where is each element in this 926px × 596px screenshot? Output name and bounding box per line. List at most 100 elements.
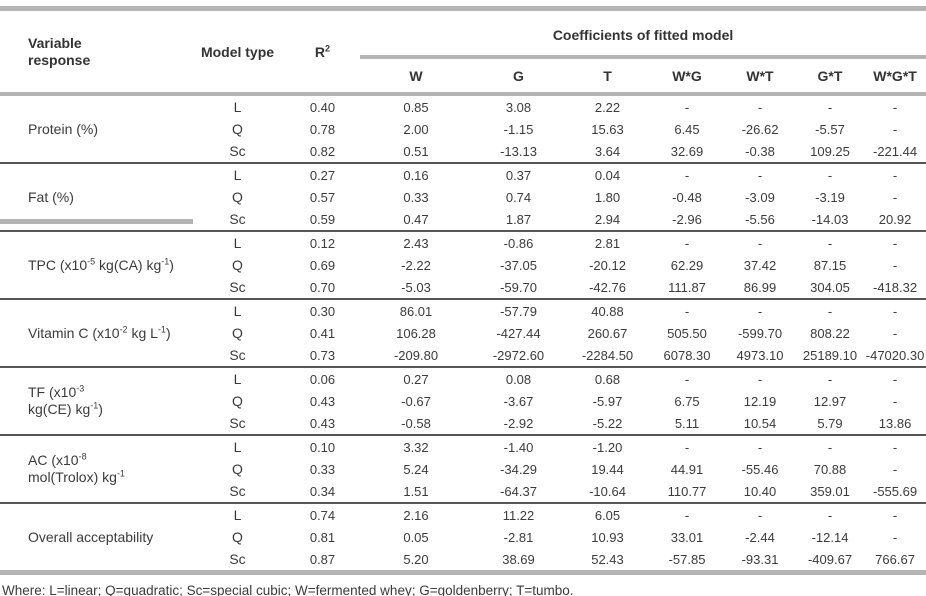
variable-group: TF (x10-3 kg(CE) kg-1) L 0.06 0.27 0.08 0.68 - -… <box>0 367 926 435</box>
coefficient-cell: 260.67 <box>587 325 628 341</box>
coefficient-cell: 52.43 <box>591 551 624 567</box>
coefficient-cell: -0.58 <box>401 415 431 431</box>
model-type-cell: L <box>233 167 242 183</box>
coefficient-cell: 32.69 <box>670 143 704 159</box>
coefficient-cell: - <box>827 235 833 251</box>
coefficient-cell: - <box>827 99 833 115</box>
coefficient-cell: 0.08 <box>505 371 532 387</box>
table-row: Sc 0.73 -209.80 -2972.60 -2284.50 6078.30 4973… <box>0 344 926 367</box>
coefficient-cell: 6.75 <box>674 393 700 409</box>
coefficient-cell: - <box>827 507 833 523</box>
coefficient-cell: 2.43 <box>403 235 429 251</box>
r2-label: R <box>314 43 326 60</box>
coefficient-cell: 359.01 <box>810 483 850 499</box>
coefficient-cell: 0.37 <box>505 167 532 183</box>
coefficient-cell: 10.54 <box>743 415 777 431</box>
coefficient-cell: 5.20 <box>403 551 429 567</box>
model-type-cell: Q <box>232 461 243 477</box>
coefficient-cell: -409.67 <box>807 551 853 567</box>
coefficient-cell: - <box>757 371 763 387</box>
coefficient-cell: 11.22 <box>502 507 535 523</box>
coefficient-cell: - <box>684 507 690 523</box>
model-type-cell: Sc <box>229 483 246 499</box>
table-row: Sc 0.82 0.51 -13.13 3.64 32.69 -0.38 109.25 -221… <box>0 140 926 163</box>
table-row: Overall acceptability L 0.74 2.16 11.22 6.05 -… <box>0 503 926 545</box>
model-type-cell: Q <box>232 393 243 409</box>
coefficient-cell: -12.14 <box>811 529 849 545</box>
model-type-cell: L <box>233 439 242 455</box>
r2-value-cell: 0.59 <box>309 211 336 227</box>
coefficient-cell: 111.87 <box>668 279 706 295</box>
coefficient-cell: -2.92 <box>503 415 534 431</box>
coefficient-cell: -2972.60 <box>492 347 545 363</box>
model-type-cell: L <box>233 303 242 319</box>
coefficient-cell: -1.40 <box>503 439 534 455</box>
coefficient-cell: 2.81 <box>594 235 621 251</box>
coefficient-cell: - <box>892 371 898 387</box>
coefficient-cell: 62.29 <box>670 257 704 273</box>
model-type-cell: Q <box>232 189 243 205</box>
coefficient-cell: - <box>827 439 833 455</box>
coefficient-cell: - <box>892 393 898 409</box>
r2-value-cell: 0.81 <box>309 529 336 545</box>
coefficient-cell: 2.94 <box>594 211 621 227</box>
coefficient-cell: - <box>757 507 763 523</box>
coefficient-cell: 87.15 <box>813 257 847 273</box>
coefficient-cell: -64.37 <box>500 483 537 499</box>
table-row: Q 0.43 -0.67 -3.67 -5.97 6.75 12.19 12.97 - <box>0 390 926 412</box>
r2-value-cell: 0.57 <box>309 189 336 205</box>
coefficient-cell: -47020.30 <box>865 347 925 363</box>
header-row-top: Variable response Model type R2 Coeffici… <box>0 8 926 68</box>
partial-divider-bar <box>0 219 193 224</box>
coefficient-cell: 6.05 <box>594 507 621 523</box>
column-header-w: W <box>409 67 423 84</box>
coefficient-cell: -1.15 <box>503 121 534 137</box>
r2-value-cell: 0.10 <box>309 439 336 455</box>
r2-value-cell: 0.87 <box>309 551 336 567</box>
coefficient-cell: 0.04 <box>594 167 621 183</box>
coefficient-cell: -14.03 <box>811 211 849 227</box>
coefficient-cell: - <box>757 99 763 115</box>
column-header-gt: G*T <box>817 67 843 84</box>
coefficient-cell: - <box>892 189 898 205</box>
column-header-coefficients-group: Coefficients of fitted model <box>360 8 926 59</box>
coefficient-cell: -59.70 <box>500 279 537 295</box>
r2-value-cell: 0.73 <box>309 347 336 363</box>
coefficient-cell: -5.56 <box>745 211 775 227</box>
coefficient-cell: -221.44 <box>873 143 918 159</box>
table-row: Q 0.41 106.28 -427.44 260.67 505.50 -599.70 808… <box>0 322 926 344</box>
table-row: AC (x10-8 mol(Trolox) kg-1 L 0.10 3.32 -1.40 -… <box>0 435 926 485</box>
coefficient-cell: -3.67 <box>503 393 534 409</box>
r2-value-cell: 0.12 <box>309 235 336 251</box>
coefficient-cell: 1.51 <box>403 483 429 499</box>
coefficient-cell: -34.29 <box>500 461 537 477</box>
variable-response-label: Variable response <box>28 34 91 68</box>
coefficient-cell: 0.05 <box>403 529 429 545</box>
r2-value-cell: 0.70 <box>309 279 336 295</box>
coefficient-cell: 86.01 <box>399 303 433 319</box>
coefficient-cell: -5.57 <box>815 121 845 137</box>
r2-value-cell: 0.43 <box>309 393 336 409</box>
model-type-cell: Q <box>232 121 243 137</box>
coefficient-cell: -5.22 <box>592 415 623 431</box>
coefficient-cell: - <box>892 235 898 251</box>
coefficient-cell: 86.99 <box>743 279 777 295</box>
model-type-cell: Q <box>232 325 243 341</box>
coefficient-cell: 5.11 <box>674 415 700 431</box>
coefficient-cell: -599.70 <box>737 325 783 341</box>
coefficient-cell: -57.79 <box>500 303 537 319</box>
coefficient-cell: 505.50 <box>667 325 707 341</box>
footnote: Where: L=linear; Q=quadratic; Sc=special… <box>2 583 574 596</box>
variable-response-cell: TPC (x10-5 kg(CA) kg-1) <box>28 255 174 273</box>
coefficient-cell: 37.42 <box>743 257 777 273</box>
r2-value-cell: 0.06 <box>309 371 336 387</box>
table-row: Protein (%) L 0.40 0.85 3.08 2.22 - - - - <box>0 94 926 137</box>
model-type-cell: Q <box>232 257 243 273</box>
coefficient-cell: -2284.50 <box>581 347 634 363</box>
coefficient-cell: 3.32 <box>403 439 429 455</box>
model-type-cell: L <box>233 99 242 115</box>
coefficient-cell: - <box>892 439 898 455</box>
table-row: Vitamin C (x10-2 kg L-1) L 0.30 86.01 -57.79… <box>0 299 926 341</box>
r2-value-cell: 0.78 <box>309 121 336 137</box>
variable-response-cell: Fat (%) <box>28 188 74 205</box>
